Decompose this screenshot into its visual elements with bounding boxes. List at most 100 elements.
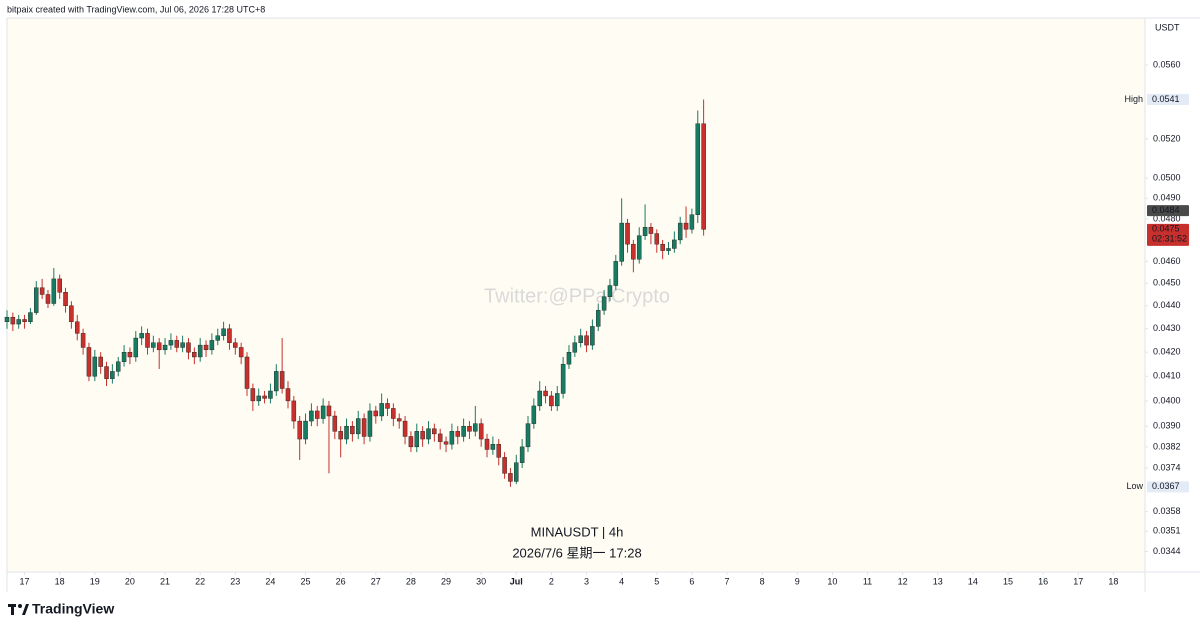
x-tick-label: 17 <box>1073 576 1083 586</box>
candle-body <box>145 333 150 348</box>
candle-body <box>373 410 379 417</box>
candle-body <box>443 441 449 445</box>
candle-body <box>268 390 273 399</box>
candle-body <box>63 292 68 306</box>
x-tick-label: 13 <box>933 576 943 586</box>
price-marker <box>1147 93 1189 105</box>
candle-body <box>303 420 308 440</box>
candle-body <box>355 418 361 435</box>
candle-body <box>250 388 256 402</box>
candle-body <box>115 361 121 372</box>
candle-body <box>660 243 665 251</box>
candle-body <box>508 473 513 482</box>
candle-body <box>613 261 619 286</box>
x-tick-label: 5 <box>654 576 659 586</box>
candle-body <box>221 328 226 336</box>
candle-body <box>174 340 180 348</box>
price-marker-label: 0.0484 <box>1152 205 1180 215</box>
x-tick-label: 9 <box>795 576 800 586</box>
candle-body <box>519 446 525 463</box>
y-tick-label: 0.0430 <box>1153 323 1181 333</box>
candle-body <box>607 285 613 297</box>
candle-body <box>537 390 542 407</box>
y-tick-label: 0.0560 <box>1153 59 1181 69</box>
price-marker-label: 0.0541 <box>1152 94 1180 104</box>
candle-body <box>279 371 285 389</box>
candle-body <box>285 388 291 402</box>
y-tick-label: 0.0450 <box>1153 278 1181 288</box>
candle-body <box>467 425 472 432</box>
candle-body <box>391 408 396 419</box>
candle-body <box>209 340 215 351</box>
candle-body <box>332 415 338 432</box>
y-tick-label: 0.0500 <box>1153 173 1181 183</box>
candle-body <box>543 390 548 397</box>
candle-body <box>34 287 39 313</box>
candle-body <box>186 342 191 353</box>
candle-body <box>455 431 460 437</box>
x-tick-label: 6 <box>689 576 694 586</box>
candle-body <box>92 356 98 377</box>
symbol: MINAUSDT | 4h <box>531 524 624 539</box>
candle-body <box>654 233 660 245</box>
marker-label: High <box>1124 94 1143 104</box>
y-tick-label: 0.0480 <box>1153 213 1181 223</box>
candle-body <box>104 366 109 379</box>
candle-body <box>256 395 261 402</box>
candle-body <box>238 347 244 358</box>
candle-body <box>315 410 320 419</box>
candle-body <box>350 425 355 435</box>
candle-body <box>449 431 455 445</box>
countdown: 02:31:52 <box>1152 234 1187 244</box>
candle-body <box>625 222 630 245</box>
x-tick-label: 20 <box>125 576 135 586</box>
candle-body <box>490 444 496 450</box>
x-tick-label: 22 <box>195 576 205 586</box>
candle-body <box>484 438 490 450</box>
candle-body <box>601 296 607 311</box>
candle-body <box>683 222 689 230</box>
candle-body <box>385 403 390 409</box>
x-tick-label: 26 <box>336 576 346 586</box>
y-tick-label: 0.0420 <box>1153 347 1181 357</box>
candle-body <box>689 214 695 230</box>
candle-body <box>648 227 654 234</box>
candle-body <box>180 342 185 348</box>
candle-body <box>10 316 16 325</box>
candle-body <box>4 316 10 322</box>
candle-body <box>379 403 384 417</box>
candle-body <box>227 328 232 343</box>
candle-body <box>595 310 601 327</box>
x-tick-label: 18 <box>1108 576 1118 586</box>
candle-body <box>514 462 519 482</box>
plot-background <box>7 18 1145 572</box>
candle-body <box>619 222 624 262</box>
watermark: Twitter:@PPaiCrypto <box>484 285 670 307</box>
x-tick-label: 17 <box>20 576 30 586</box>
candle-body <box>197 344 203 358</box>
x-tick-label: 23 <box>230 576 240 586</box>
candle-body <box>69 305 74 322</box>
x-tick-label: 3 <box>584 576 589 586</box>
candle-body <box>525 423 531 448</box>
candle-body <box>28 312 33 322</box>
x-tick-label: 28 <box>406 576 416 586</box>
x-tick-label: 4 <box>619 576 624 586</box>
candle-body <box>297 420 302 440</box>
candle-body <box>344 425 349 440</box>
x-tick-label: 30 <box>476 576 486 586</box>
candle-body <box>215 335 220 341</box>
candle-body <box>701 123 706 230</box>
y-tick-label: 0.0344 <box>1153 546 1181 556</box>
candle-body <box>695 123 701 215</box>
y-tick-label: 0.0490 <box>1153 193 1181 203</box>
candle-body <box>51 278 57 304</box>
price-marker <box>1147 481 1189 493</box>
x-tick-label: 11 <box>863 576 872 586</box>
candle-body <box>578 335 583 343</box>
candle-body <box>549 395 554 407</box>
candle-body <box>262 395 267 399</box>
candle-body <box>420 431 425 440</box>
x-tick-label: 12 <box>898 576 908 586</box>
candle-body <box>437 433 443 442</box>
